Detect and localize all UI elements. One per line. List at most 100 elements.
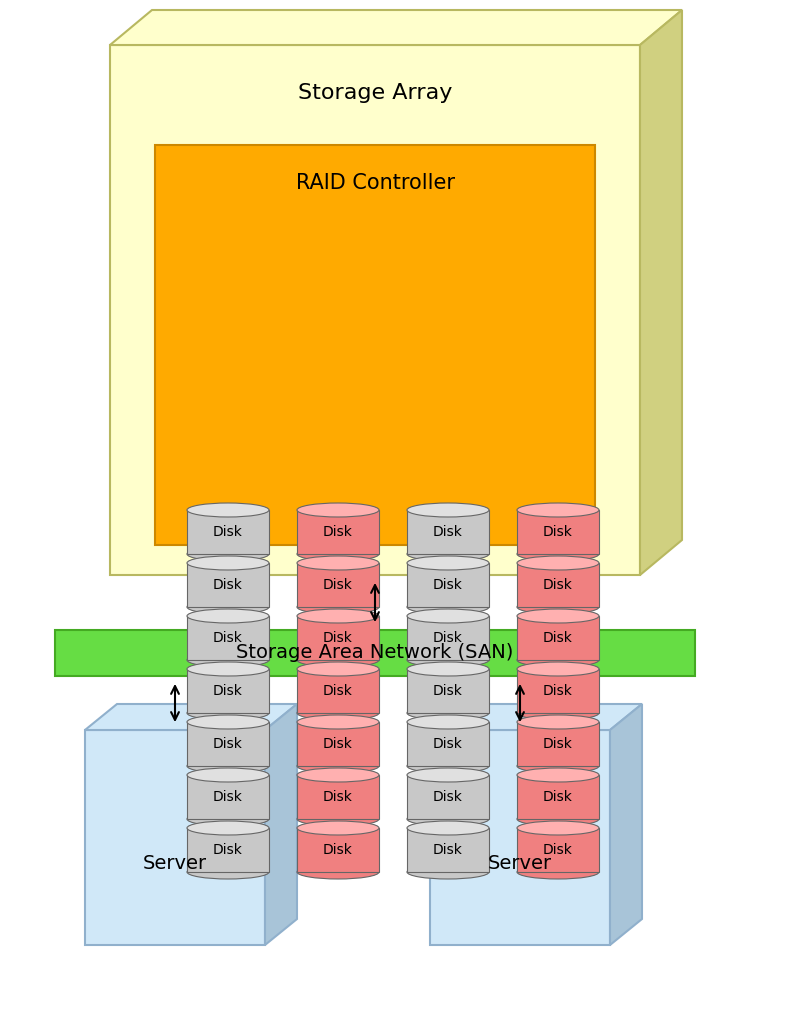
Text: Disk: Disk [213,578,243,592]
Text: Disk: Disk [543,525,573,539]
Ellipse shape [407,503,489,517]
Ellipse shape [187,556,269,570]
Polygon shape [297,828,379,872]
Ellipse shape [407,821,489,835]
Ellipse shape [407,865,489,879]
Ellipse shape [187,759,269,773]
Polygon shape [187,563,269,607]
Ellipse shape [517,706,599,720]
Text: Storage Area Network (SAN): Storage Area Network (SAN) [237,643,513,663]
Ellipse shape [517,609,599,623]
Text: Disk: Disk [543,684,573,698]
Polygon shape [407,616,489,660]
Ellipse shape [187,547,269,561]
Ellipse shape [407,706,489,720]
Polygon shape [297,722,379,766]
Polygon shape [517,616,599,660]
Ellipse shape [297,768,379,782]
Polygon shape [407,722,489,766]
Polygon shape [110,45,640,575]
Ellipse shape [297,503,379,517]
Polygon shape [187,510,269,554]
Text: Disk: Disk [543,737,573,751]
Text: Disk: Disk [433,631,463,645]
Ellipse shape [407,662,489,676]
Ellipse shape [517,503,599,517]
Polygon shape [407,669,489,713]
Polygon shape [187,616,269,660]
Text: Disk: Disk [433,684,463,698]
Polygon shape [187,828,269,872]
Polygon shape [110,10,682,45]
Ellipse shape [187,609,269,623]
Text: Disk: Disk [323,684,353,698]
Text: RAID Controller: RAID Controller [296,173,455,193]
Ellipse shape [407,547,489,561]
Polygon shape [187,669,269,713]
Text: Disk: Disk [213,525,243,539]
Text: Disk: Disk [323,737,353,751]
Polygon shape [297,563,379,607]
Polygon shape [407,510,489,554]
Polygon shape [407,775,489,819]
Ellipse shape [517,759,599,773]
Text: Disk: Disk [213,790,243,804]
Ellipse shape [187,768,269,782]
Polygon shape [517,722,599,766]
Text: Disk: Disk [323,843,353,857]
Ellipse shape [517,662,599,676]
Polygon shape [297,669,379,713]
Ellipse shape [297,600,379,614]
Ellipse shape [517,768,599,782]
Polygon shape [265,705,297,945]
Ellipse shape [407,759,489,773]
Ellipse shape [297,547,379,561]
Ellipse shape [297,609,379,623]
Ellipse shape [187,653,269,667]
Text: Disk: Disk [543,578,573,592]
Ellipse shape [187,503,269,517]
Ellipse shape [297,759,379,773]
Ellipse shape [297,715,379,729]
Ellipse shape [407,768,489,782]
Ellipse shape [517,600,599,614]
Ellipse shape [517,653,599,667]
Text: Disk: Disk [433,578,463,592]
Polygon shape [85,730,265,945]
Polygon shape [297,616,379,660]
Ellipse shape [517,556,599,570]
Polygon shape [85,705,297,730]
Ellipse shape [407,556,489,570]
Polygon shape [517,510,599,554]
Ellipse shape [297,653,379,667]
Ellipse shape [187,821,269,835]
Polygon shape [517,828,599,872]
Polygon shape [407,563,489,607]
Ellipse shape [517,821,599,835]
Polygon shape [517,669,599,713]
Ellipse shape [297,812,379,826]
Ellipse shape [407,609,489,623]
Text: Server: Server [488,854,552,872]
Text: Server: Server [143,854,207,872]
Polygon shape [297,775,379,819]
Text: Disk: Disk [543,631,573,645]
Ellipse shape [407,715,489,729]
Polygon shape [187,775,269,819]
Ellipse shape [517,812,599,826]
Polygon shape [517,563,599,607]
Text: Disk: Disk [543,843,573,857]
Polygon shape [610,705,642,945]
Text: Disk: Disk [213,843,243,857]
Ellipse shape [297,556,379,570]
Text: Disk: Disk [213,684,243,698]
Text: Disk: Disk [433,790,463,804]
Text: Disk: Disk [213,631,243,645]
Text: Disk: Disk [543,790,573,804]
Ellipse shape [407,600,489,614]
Polygon shape [55,630,695,676]
Polygon shape [407,828,489,872]
Ellipse shape [187,706,269,720]
Text: Storage Array: Storage Array [298,83,452,103]
Polygon shape [517,775,599,819]
